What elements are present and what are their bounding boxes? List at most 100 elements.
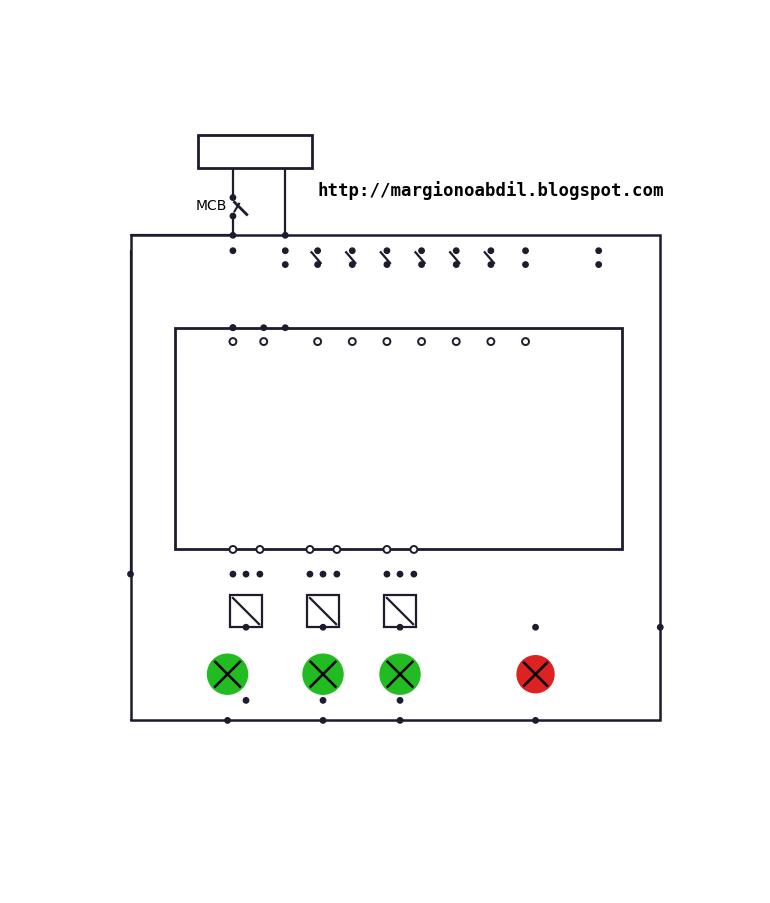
Text: K2: K2: [288, 601, 303, 615]
Text: H3: H3: [390, 699, 410, 713]
Text: N: N: [259, 353, 269, 366]
Text: OL: OL: [557, 666, 577, 680]
Circle shape: [596, 263, 601, 268]
Text: S1: S1: [297, 237, 311, 247]
Circle shape: [334, 572, 340, 577]
Text: I5: I5: [450, 353, 462, 366]
Bar: [199, 136, 313, 168]
Bar: [176, 329, 622, 550]
Circle shape: [533, 625, 538, 630]
Circle shape: [320, 718, 326, 723]
Text: Q1: Q1: [237, 523, 256, 536]
Circle shape: [320, 625, 326, 630]
Circle shape: [523, 248, 528, 254]
Circle shape: [243, 572, 249, 577]
Text: S5: S5: [436, 237, 450, 247]
Circle shape: [488, 263, 494, 268]
Circle shape: [533, 718, 538, 723]
Circle shape: [596, 248, 601, 254]
Circle shape: [350, 263, 355, 268]
Circle shape: [261, 326, 266, 331]
Circle shape: [419, 263, 424, 268]
Circle shape: [383, 546, 390, 554]
Circle shape: [208, 655, 248, 694]
Circle shape: [523, 263, 528, 268]
Circle shape: [320, 698, 326, 703]
Circle shape: [384, 263, 390, 268]
Text: 98: 98: [602, 268, 617, 278]
Circle shape: [128, 572, 133, 577]
Text: Q2: Q2: [314, 523, 333, 536]
Text: PLC ZELIO: PLC ZELIO: [348, 414, 449, 433]
Circle shape: [315, 263, 320, 268]
Text: AC 220 V: AC 220 V: [213, 144, 297, 162]
Circle shape: [315, 248, 320, 254]
Text: S2: S2: [332, 237, 346, 247]
Circle shape: [256, 546, 263, 554]
Circle shape: [283, 263, 288, 268]
Circle shape: [230, 326, 236, 331]
Circle shape: [243, 698, 249, 703]
Circle shape: [314, 339, 321, 346]
Text: MCB: MCB: [196, 199, 226, 213]
Circle shape: [454, 263, 459, 268]
Circle shape: [225, 718, 230, 723]
Circle shape: [243, 625, 249, 630]
Bar: [306, 595, 340, 628]
Circle shape: [230, 248, 236, 254]
Circle shape: [230, 233, 236, 238]
Circle shape: [230, 196, 236, 201]
Circle shape: [229, 546, 236, 554]
Circle shape: [320, 572, 326, 577]
Circle shape: [658, 625, 663, 630]
Text: S4: S4: [401, 237, 416, 247]
Text: 97: 97: [602, 238, 617, 248]
Text: P: P: [229, 353, 236, 366]
Circle shape: [397, 718, 403, 723]
Text: I6: I6: [485, 353, 497, 366]
Circle shape: [383, 339, 390, 346]
Circle shape: [418, 339, 425, 346]
Circle shape: [397, 625, 403, 630]
Text: I4: I4: [416, 353, 427, 366]
Circle shape: [453, 339, 460, 346]
Text: S6: S6: [470, 237, 485, 247]
Text: S3: S3: [367, 237, 381, 247]
Circle shape: [384, 572, 390, 577]
Circle shape: [230, 326, 236, 331]
Text: I1: I1: [312, 353, 323, 366]
Circle shape: [350, 248, 355, 254]
Circle shape: [522, 339, 529, 346]
Circle shape: [303, 655, 343, 694]
Text: 96: 96: [508, 268, 522, 278]
Text: H1: H1: [217, 699, 238, 713]
Circle shape: [283, 233, 288, 238]
Text: Q3: Q3: [391, 523, 410, 536]
Circle shape: [307, 572, 313, 577]
Circle shape: [517, 656, 554, 693]
Circle shape: [257, 572, 263, 577]
Circle shape: [397, 698, 403, 703]
Circle shape: [230, 214, 236, 219]
Circle shape: [488, 248, 494, 254]
Bar: [384, 595, 417, 628]
Circle shape: [306, 546, 313, 554]
Circle shape: [230, 572, 236, 577]
Circle shape: [333, 546, 340, 554]
Text: K3: K3: [365, 601, 381, 615]
Circle shape: [410, 546, 417, 554]
Bar: [230, 595, 263, 628]
Text: H2: H2: [313, 699, 333, 713]
Text: 95: 95: [508, 238, 522, 248]
Circle shape: [487, 339, 494, 346]
Text: http://margionoabdil.blogspot.com: http://margionoabdil.blogspot.com: [317, 181, 664, 200]
Circle shape: [384, 248, 390, 254]
Bar: [130, 236, 660, 721]
Circle shape: [419, 248, 424, 254]
Text: I7: I7: [520, 353, 531, 366]
Circle shape: [411, 572, 417, 577]
Circle shape: [349, 339, 356, 346]
Text: I3: I3: [381, 353, 393, 366]
Circle shape: [397, 572, 403, 577]
Circle shape: [229, 339, 236, 346]
